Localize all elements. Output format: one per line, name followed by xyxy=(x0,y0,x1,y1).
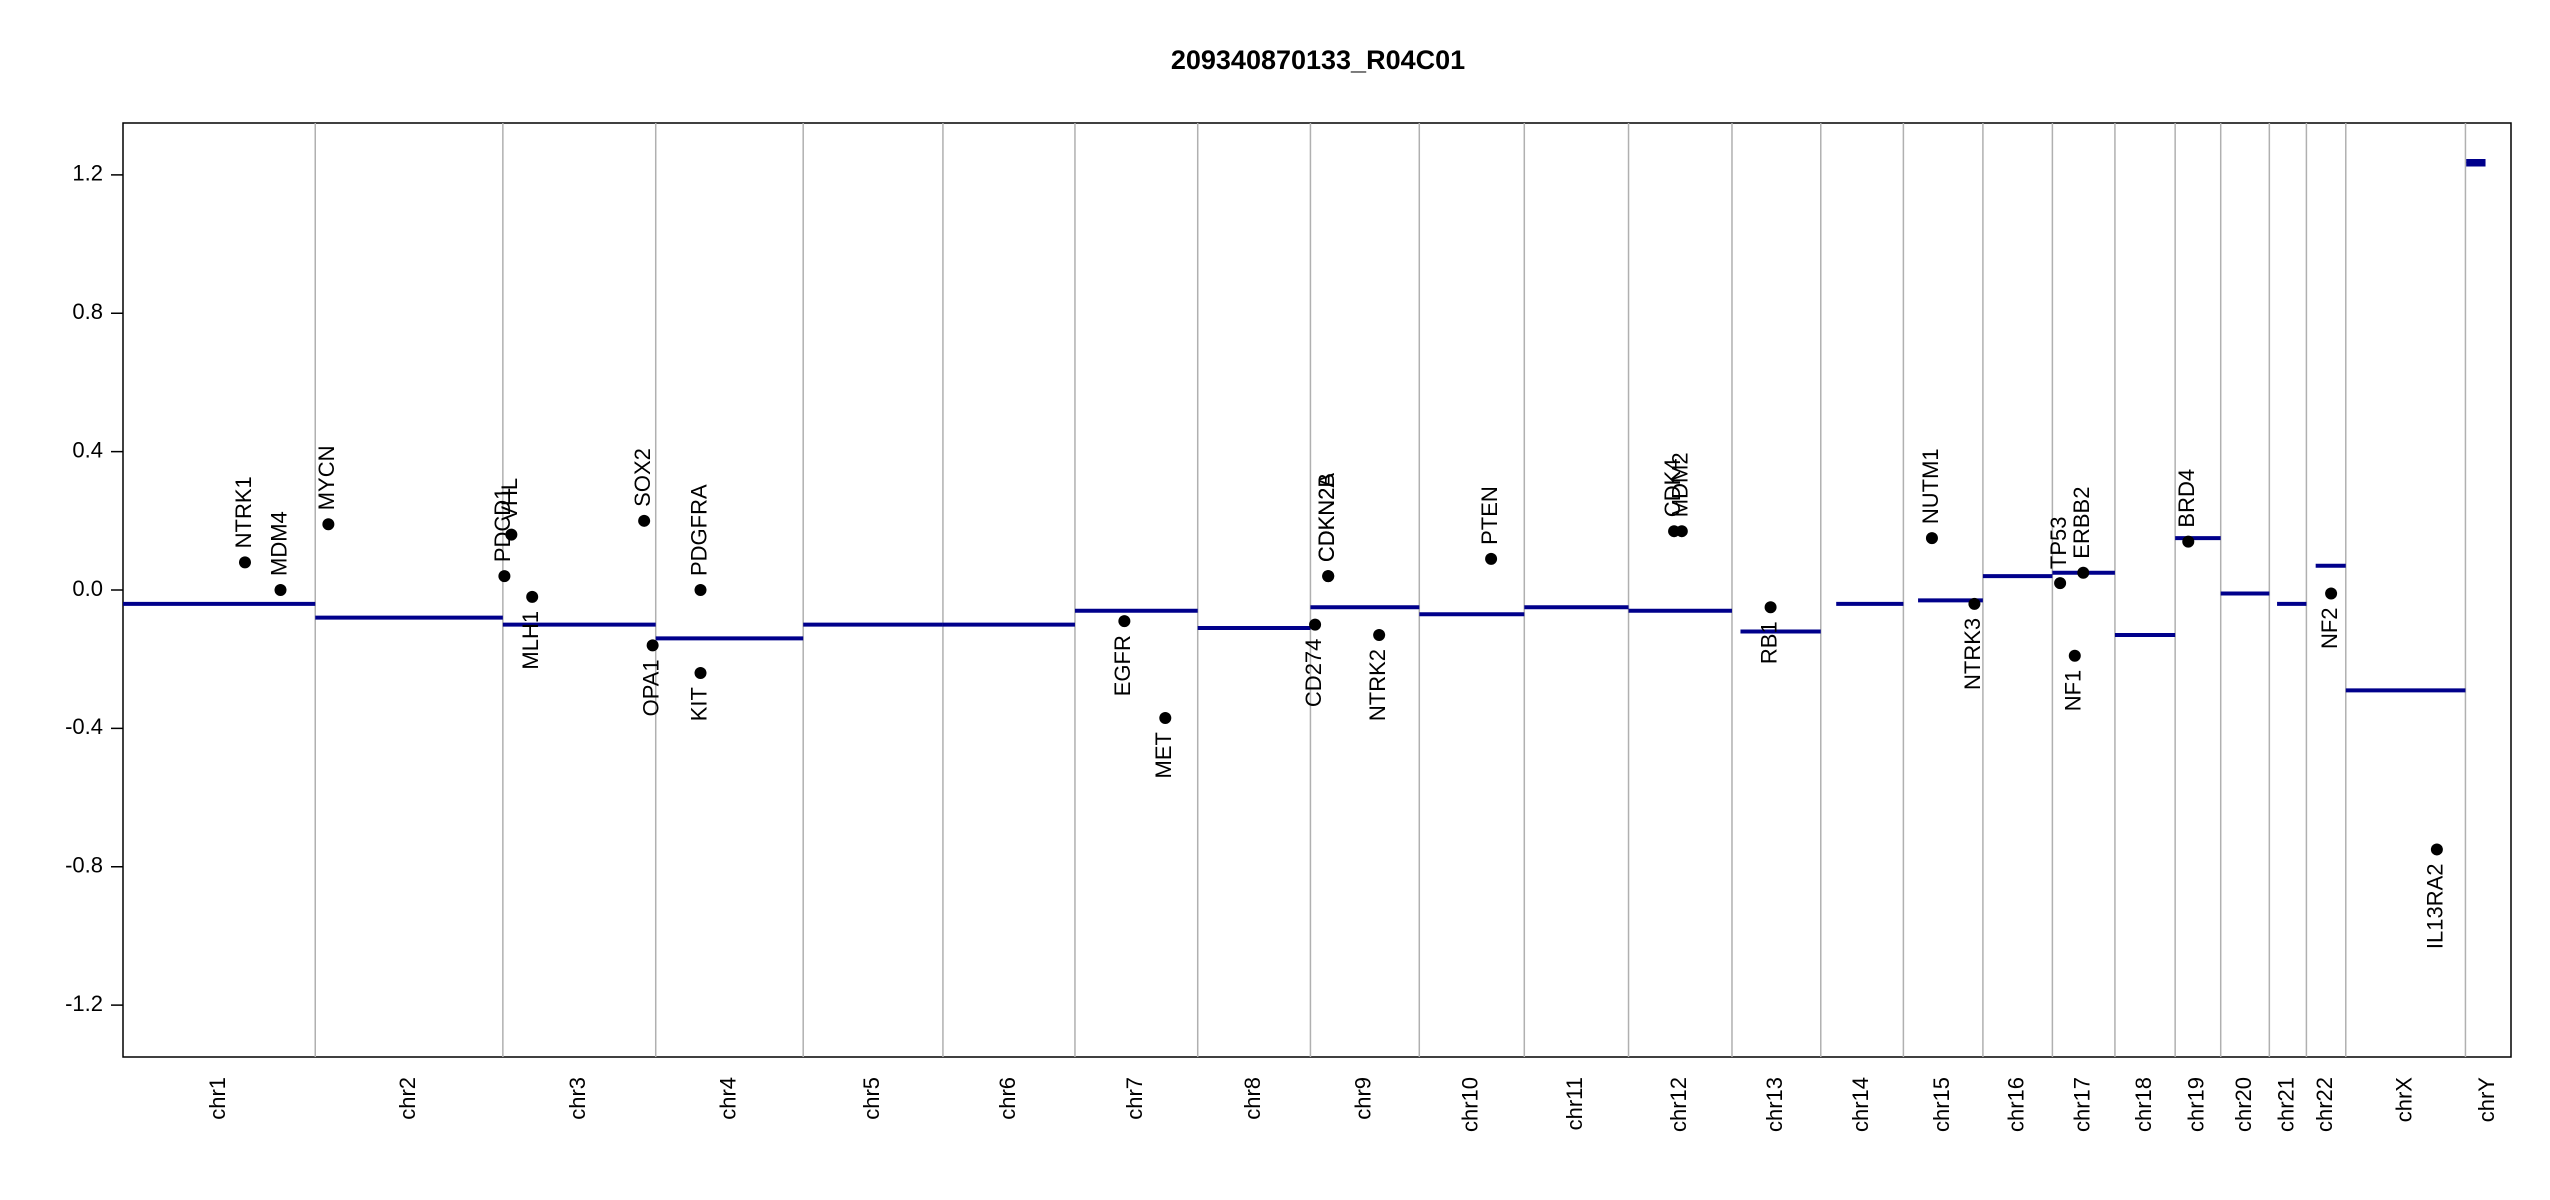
gene-label: CD274 xyxy=(1301,639,1326,707)
gene-label: MDM4 xyxy=(266,511,291,576)
x-tick-label: chr1 xyxy=(205,1077,230,1120)
gene-label: CDKN2B xyxy=(1314,473,1339,562)
gene-point xyxy=(694,667,707,680)
gene-point xyxy=(1322,570,1335,583)
x-tick-label: chr19 xyxy=(2184,1077,2209,1132)
gene-label: NTRK2 xyxy=(1365,649,1390,721)
gene-label: RB1 xyxy=(1756,621,1781,664)
x-tick-label: chr17 xyxy=(2069,1077,2094,1132)
y-tick-label: -1.2 xyxy=(65,991,103,1016)
gene-label: PDCD1 xyxy=(490,488,515,563)
gene-point xyxy=(1309,618,1322,631)
x-tick-label: chr4 xyxy=(715,1077,740,1120)
gene-label: CDK4 xyxy=(1660,459,1685,518)
gene-point xyxy=(1968,597,1981,610)
gene-label: NF2 xyxy=(2317,607,2342,649)
gene-label: MET xyxy=(1151,732,1176,778)
gene-point xyxy=(1373,628,1386,641)
gene-point xyxy=(322,518,335,531)
gene-label: NTRK1 xyxy=(231,476,256,548)
gene-point xyxy=(498,570,511,583)
x-tick-label: chr5 xyxy=(859,1077,884,1120)
gene-label: OPA1 xyxy=(638,659,663,716)
y-tick-label: -0.4 xyxy=(65,714,103,739)
gene-point xyxy=(638,514,651,527)
x-tick-label: chr9 xyxy=(1351,1077,1376,1120)
gene-point xyxy=(2068,649,2081,662)
x-tick-label: chr14 xyxy=(1848,1077,1873,1132)
x-tick-label: chr18 xyxy=(2131,1077,2156,1132)
gene-label: NTRK3 xyxy=(1960,618,1985,690)
x-tick-label: chr13 xyxy=(1762,1077,1787,1132)
gene-label: EGFR xyxy=(1110,635,1135,696)
x-tick-label: chr15 xyxy=(1929,1077,1954,1132)
gene-label: CDKN2A xyxy=(1314,473,1339,563)
gene-label: VHL xyxy=(497,478,522,521)
gene-label: MYCN xyxy=(314,445,339,510)
x-tick-label: chr3 xyxy=(565,1077,590,1120)
y-tick-label: 0.4 xyxy=(72,437,103,462)
gene-point xyxy=(1764,601,1777,614)
x-tick-label: chr7 xyxy=(1122,1077,1147,1120)
x-tick-label: chr22 xyxy=(2312,1077,2337,1132)
gene-point xyxy=(526,590,539,603)
gene-label: MDM2 xyxy=(1668,452,1693,517)
chart-title: 209340870133_R04C01 xyxy=(1171,45,1465,75)
gene-point xyxy=(1925,532,1938,545)
gene-point xyxy=(2054,577,2067,590)
gene-point xyxy=(2430,843,2443,856)
y-tick-label: 0.0 xyxy=(72,576,103,601)
gene-point xyxy=(2077,566,2090,579)
gene-label: MLH1 xyxy=(518,611,543,670)
gene-point xyxy=(1485,552,1498,565)
x-tick-label: chr11 xyxy=(1562,1077,1587,1130)
gene-label: NUTM1 xyxy=(1918,448,1943,524)
x-tick-label: chr20 xyxy=(2231,1077,2256,1132)
gene-label: NF1 xyxy=(2061,670,2086,712)
gene-label: PDGFRA xyxy=(686,484,711,576)
y-tick-label: 1.2 xyxy=(72,161,103,186)
x-tick-label: chr8 xyxy=(1240,1077,1265,1120)
y-tick-label: -0.8 xyxy=(65,853,103,878)
gene-label: TP53 xyxy=(2046,516,2071,569)
x-tick-label: chr21 xyxy=(2274,1077,2299,1132)
x-tick-label: chr16 xyxy=(2003,1077,2028,1132)
gene-label: ERBB2 xyxy=(2069,487,2094,559)
gene-point xyxy=(1675,525,1688,538)
gene-point xyxy=(1118,615,1131,628)
gene-point xyxy=(274,584,287,596)
gene-label: IL13RA2 xyxy=(2423,863,2448,949)
gene-point xyxy=(2182,535,2195,548)
gene-point xyxy=(1159,711,1172,724)
gene-label: PTEN xyxy=(1477,486,1502,545)
gene-label: SOX2 xyxy=(630,448,655,507)
gene-point xyxy=(2325,587,2338,600)
gene-point xyxy=(694,584,707,596)
x-tick-label: chrY xyxy=(2474,1077,2499,1123)
y-tick-label: 0.8 xyxy=(72,299,103,324)
x-tick-label: chr6 xyxy=(995,1077,1020,1120)
gene-label: KIT xyxy=(686,687,711,721)
x-tick-label: chrX xyxy=(2391,1077,2416,1123)
x-tick-label: chr12 xyxy=(1666,1077,1691,1132)
plot-frame xyxy=(122,122,2512,1058)
gene-point xyxy=(505,528,518,541)
x-tick-label: chr2 xyxy=(395,1077,420,1120)
gene-point xyxy=(646,639,659,652)
x-tick-label: chr10 xyxy=(1458,1077,1483,1132)
gene-label: BRD4 xyxy=(2174,469,2199,528)
gene-point xyxy=(238,556,251,569)
